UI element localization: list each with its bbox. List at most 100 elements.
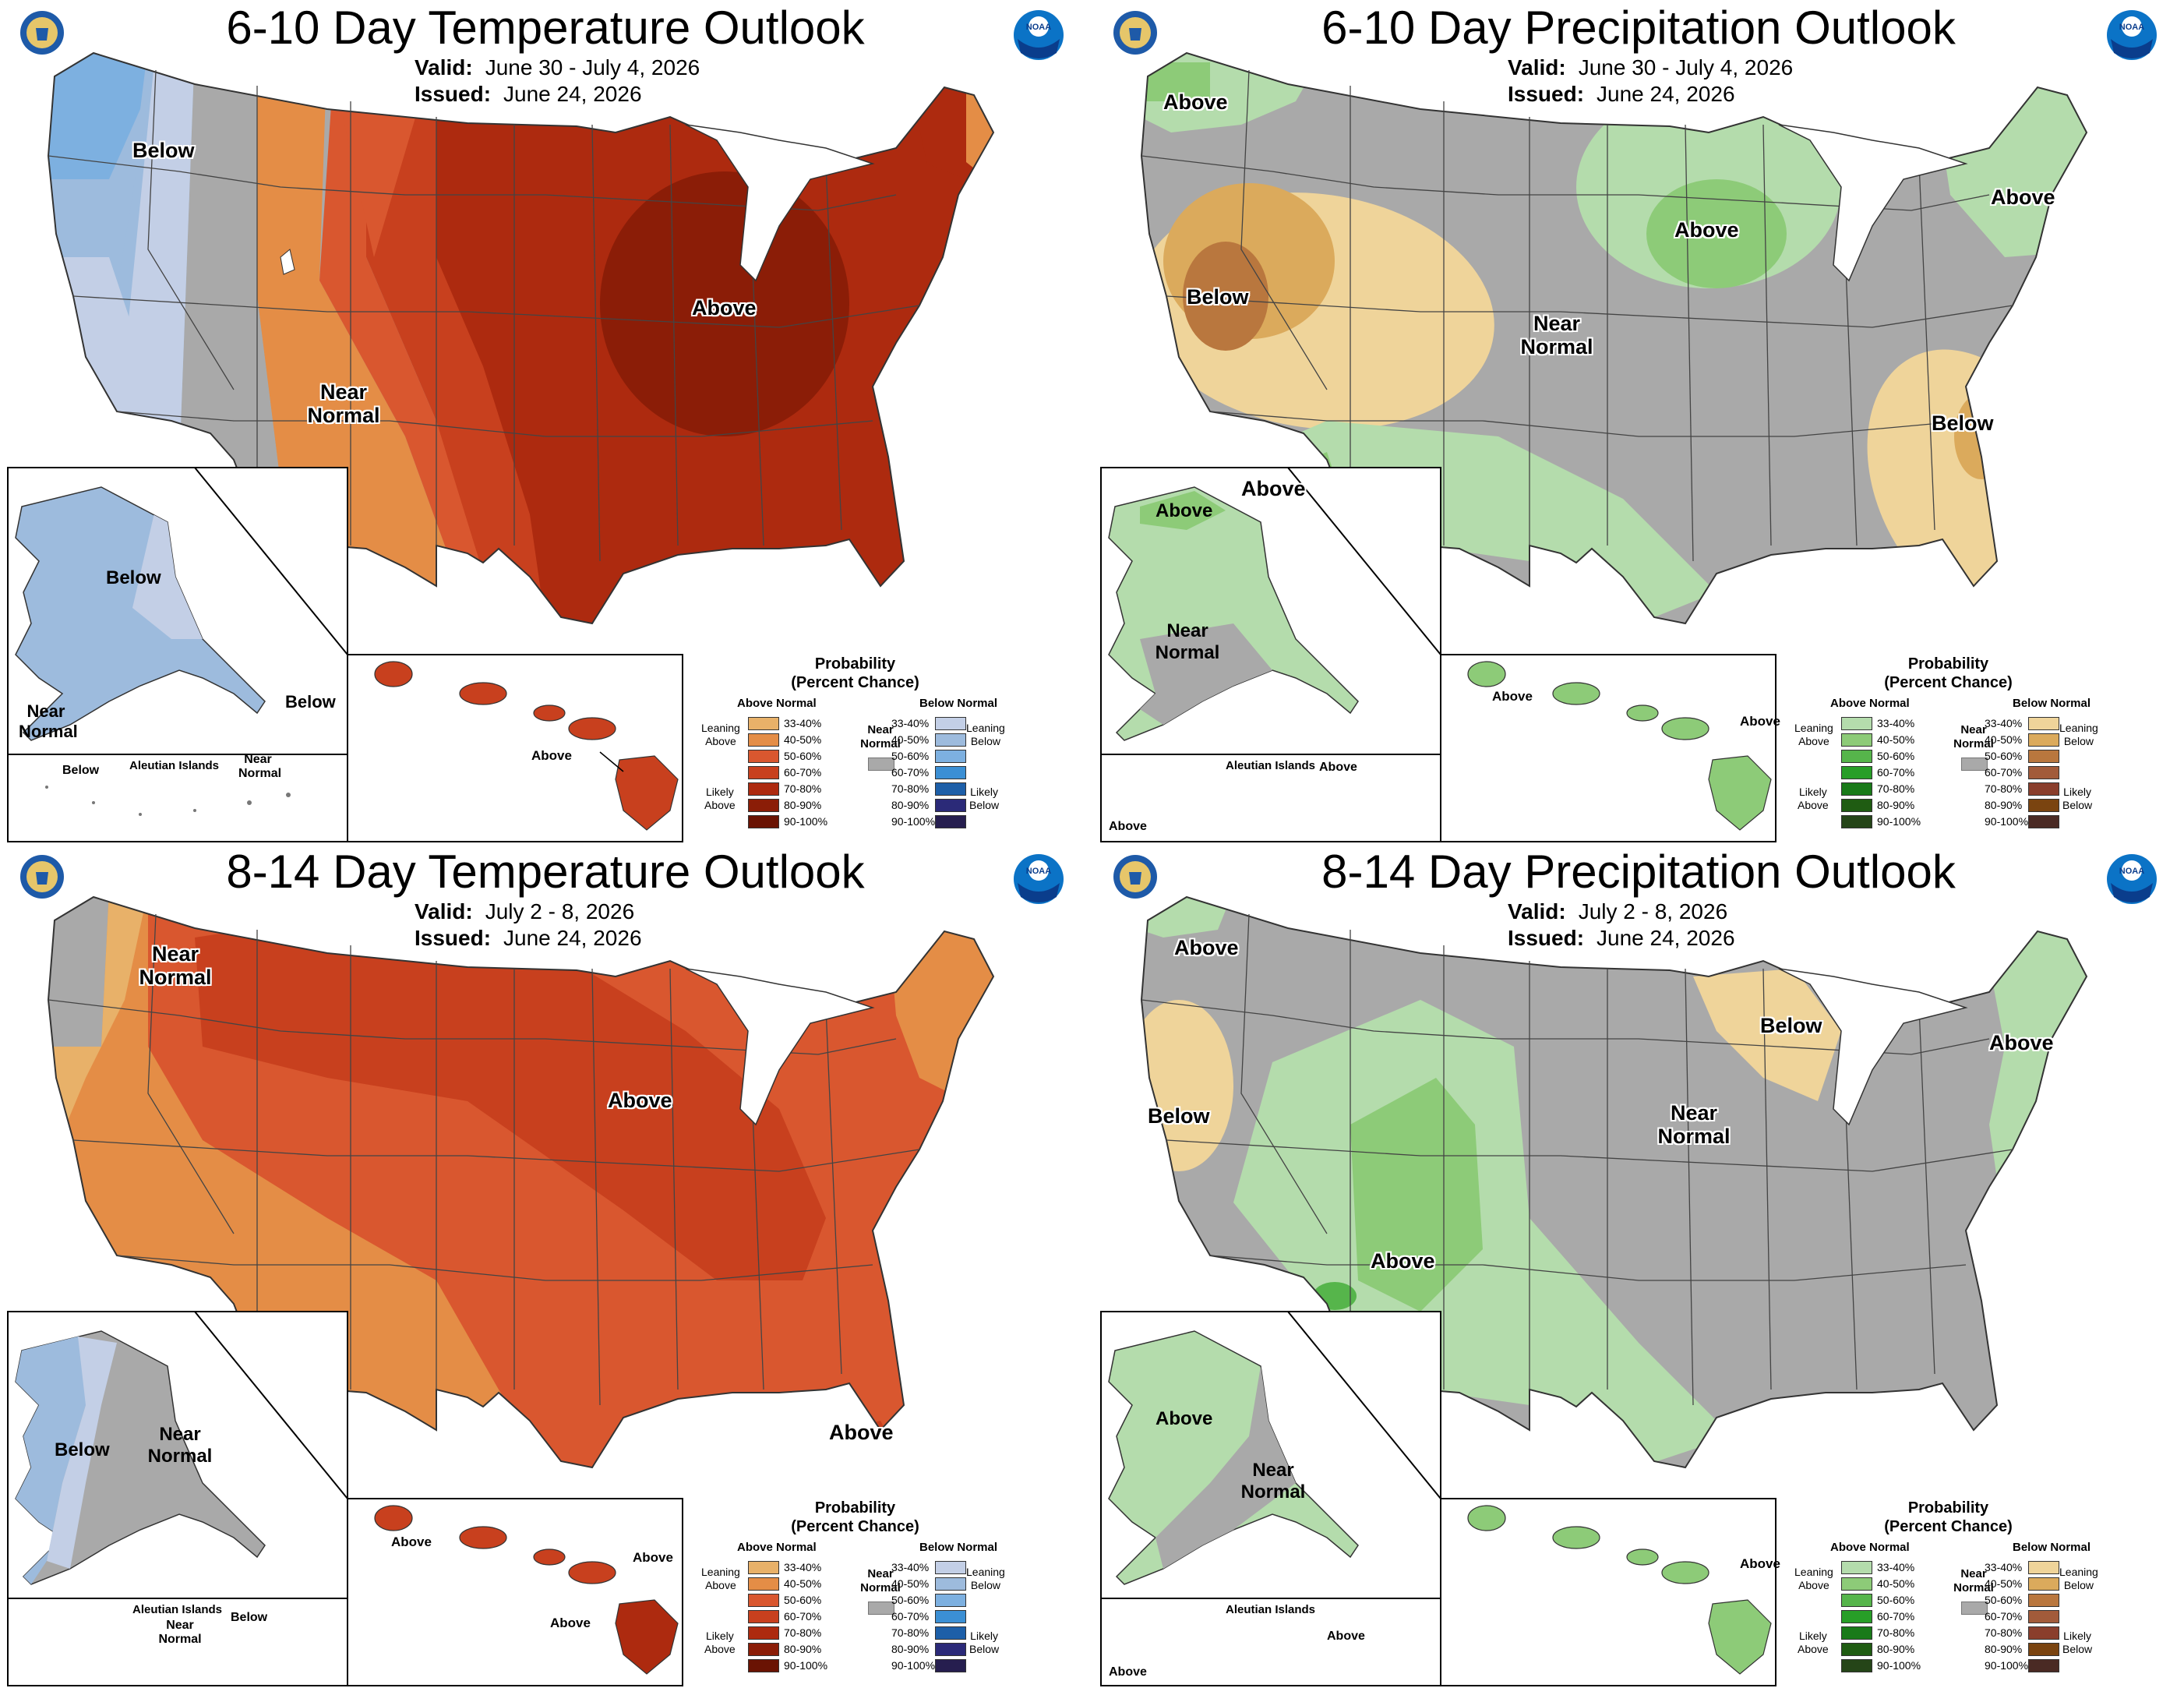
legend-percent-label: 50-60%	[784, 750, 822, 762]
precipitation-outlook-map	[1100, 896, 2087, 1686]
legend-percent-label: 33-40%	[891, 717, 930, 729]
legend-above-header: Above Normal	[1830, 697, 1910, 710]
region-label: Above	[1371, 1249, 1435, 1273]
legend-percent-label: 80-90%	[784, 799, 822, 811]
legend-swatch-above	[1841, 733, 1872, 747]
legend-percent-label: 40-50%	[1877, 1577, 1915, 1590]
valid-dates: Valid: June 30 - July 4, 2026	[1508, 55, 1794, 79]
legend-percent-label: 60-70%	[1877, 766, 1915, 779]
legend-swatch-below	[2028, 733, 2059, 747]
inset-label: Near Normal	[1155, 620, 1220, 663]
doc-seal-logo	[1112, 9, 1159, 60]
panel-814-temperature: NOAA 8-14 Day Temperature Outlook Valid:…	[0, 844, 1091, 1688]
legend-percent-label: 50-60%	[891, 750, 930, 762]
issued-date: Issued: June 24, 2026	[1508, 926, 1735, 950]
legend-swatch-below	[935, 750, 966, 763]
legend-percent-label: 40-50%	[891, 733, 930, 746]
legend-percent-label: 90-100%	[1985, 1659, 2029, 1672]
legend-above-header: Above Normal	[737, 1541, 817, 1554]
legend-percent-label: 33-40%	[1985, 1561, 2023, 1573]
legend-percent-label: 60-70%	[784, 1610, 822, 1623]
legend-percent-label: 33-40%	[1877, 717, 1915, 729]
legend-title: Probability (Percent Chance)	[1884, 655, 2013, 691]
inset-label: Above	[1156, 1408, 1213, 1429]
legend-swatch-below	[2028, 1626, 2059, 1640]
noaa-logo: NOAA	[2105, 852, 2159, 910]
legend-swatch-above	[748, 1577, 779, 1591]
doc-seal-logo	[19, 9, 65, 60]
legend: Probability (Percent Chance) Above Normal…	[1794, 1499, 2102, 1686]
legend-swatch-below	[935, 1659, 966, 1672]
legend-percent-label: 60-70%	[1877, 1610, 1915, 1623]
inset-label: Near Normal	[238, 753, 282, 780]
legend-percent-label: 50-60%	[1877, 750, 1915, 762]
legend: Probability (Percent Chance) Above Normal…	[701, 655, 1009, 842]
panel-title: 8-14 Day Precipitation Outlook	[1321, 846, 1956, 898]
inset-label: Below	[285, 692, 336, 712]
inset-label: Near Normal	[158, 1619, 202, 1646]
inset-label: Above	[391, 1534, 432, 1549]
region-label: Above	[1163, 90, 1228, 114]
panel-title: 8-14 Day Temperature Outlook	[226, 846, 865, 898]
legend-likely-above: Likely Above	[1798, 786, 1829, 811]
legend-swatch-below	[935, 799, 966, 812]
legend-swatch-above	[748, 1643, 779, 1656]
legend-near-swatch	[1961, 1601, 1988, 1615]
svg-text:NOAA: NOAA	[1026, 867, 1051, 876]
panel-610-temperature: NOAA 6-10 Day Temperature Outlook Valid:…	[0, 0, 1091, 844]
legend-leaning-below: Leaning Below	[2059, 1566, 2098, 1591]
inset-label: Near Normal	[1240, 1460, 1306, 1503]
inset-label: Above	[1109, 1665, 1147, 1679]
legend-swatch-below	[2028, 782, 2059, 796]
legend-below-header: Below Normal	[2013, 1541, 2091, 1554]
legend-percent-label: 50-60%	[784, 1594, 822, 1606]
legend-below-header: Below Normal	[919, 697, 998, 710]
aleutian-label: Aleutian Islands	[132, 1603, 223, 1616]
legend-percent-label: 70-80%	[1985, 1626, 2023, 1639]
legend-swatch-below	[935, 717, 966, 730]
inset-label: Above	[1319, 761, 1357, 774]
legend-swatch-above	[1841, 815, 1872, 828]
inset-label: Above	[1740, 714, 1780, 729]
legend-likely-below: Likely Below	[2062, 1630, 2093, 1655]
legend-swatch-below	[2028, 815, 2059, 828]
legend-percent-label: 70-80%	[891, 782, 930, 795]
legend-likely-above: Likely Above	[704, 786, 736, 811]
legend-swatch-below	[935, 1610, 966, 1623]
legend-percent-label: 40-50%	[891, 1577, 930, 1590]
legend-title: Probability (Percent Chance)	[1884, 1499, 2013, 1535]
noaa-logo: NOAA	[2105, 8, 2159, 66]
inset-label: Above	[531, 748, 572, 763]
legend-swatch-below	[2028, 1610, 2059, 1623]
noaa-logo: NOAA	[1011, 8, 1066, 66]
issued-date: Issued: June 24, 2026	[415, 926, 642, 950]
legend-near-swatch	[1961, 757, 1988, 771]
legend-swatch-below	[935, 1643, 966, 1656]
legend-percent-label: 33-40%	[1877, 1561, 1915, 1573]
legend-percent-label: 80-90%	[891, 1643, 930, 1655]
legend-percent-label: 33-40%	[784, 1561, 822, 1573]
legend-percent-label: 80-90%	[1877, 799, 1915, 811]
svg-text:NOAA: NOAA	[1026, 23, 1051, 32]
region-label: Above	[1989, 1031, 2054, 1054]
legend-leaning-below: Leaning Below	[966, 1566, 1005, 1591]
legend-leaning-below: Leaning Below	[2059, 722, 2098, 747]
legend-percent-label: 60-70%	[891, 1610, 930, 1623]
legend-swatch-above	[748, 1561, 779, 1574]
legend-swatch-below	[935, 1577, 966, 1591]
legend-percent-label: 70-80%	[1985, 782, 2023, 795]
legend-near-normal: Near Normal	[1953, 723, 1994, 750]
legend-swatch-above	[748, 717, 779, 730]
region-label: Below	[1187, 285, 1249, 309]
legend-percent-label: 40-50%	[784, 1577, 822, 1590]
legend-swatch-above	[748, 733, 779, 747]
legend-leaning-above: Leaning Above	[1794, 722, 1833, 747]
legend-swatch-below	[2028, 799, 2059, 812]
legend-swatch-above	[748, 815, 779, 828]
legend-percent-label: 33-40%	[891, 1561, 930, 1573]
legend-percent-label: 90-100%	[1877, 815, 1921, 828]
inset-label: Below	[62, 764, 100, 777]
legend-percent-label: 80-90%	[1877, 1643, 1915, 1655]
legend-swatch-below	[2028, 1643, 2059, 1656]
legend-percent-label: 70-80%	[1877, 782, 1915, 795]
